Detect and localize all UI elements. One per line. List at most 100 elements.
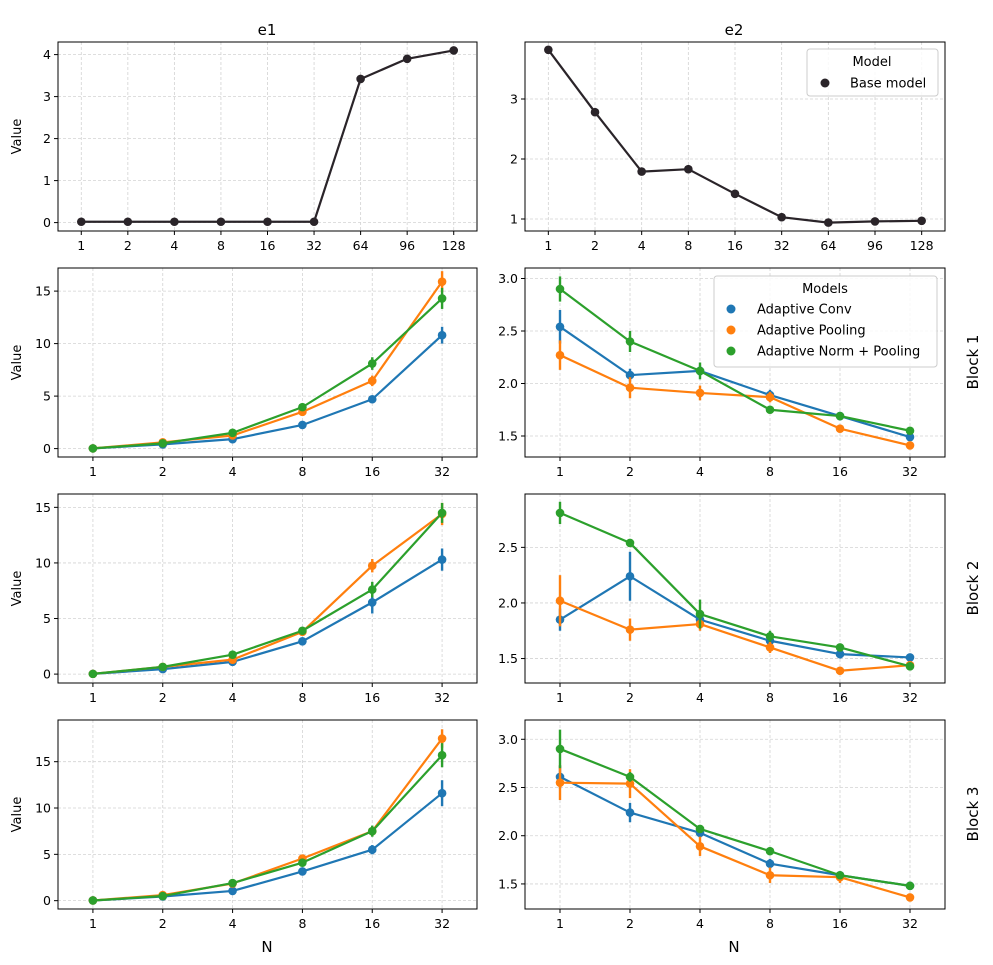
- block1-e2-point-adaptive-pooling-16: [835, 424, 845, 433]
- panel-block2-e2: 1 2 4 8 16 32 1.5 2.0 2.5: [498, 493, 946, 705]
- top-e1-ytick-label-3: 3: [43, 89, 51, 104]
- block3-e2-point-adaptive-norm-pooling-32: [905, 881, 915, 891]
- block1-e1-point-adaptive-norm-pooling-32: [437, 294, 447, 303]
- block3-e1-xtick-label-16: 16: [364, 916, 380, 931]
- top-e1-point-base-model-1: [76, 217, 86, 227]
- block1-e2-point-adaptive-pooling-32: [905, 441, 915, 450]
- block3-e2-ytick-label-1: 2.0: [498, 828, 518, 843]
- block1-e2-line-adaptive-norm-pooling: [559, 288, 911, 432]
- block1-e2-point-adaptive-pooling-1: [555, 350, 565, 360]
- block1-e1-xtick-label-1: 1: [89, 464, 97, 479]
- legend-models: Models Adaptive Conv Adaptive Pooling Ad…: [713, 275, 938, 368]
- block2-e2-axes-frame: [524, 493, 946, 684]
- block2-e2-xtick-label-2: 2: [626, 690, 634, 705]
- block1-e2-point-adaptive-pooling-2: [625, 383, 635, 393]
- block1-e1-point-adaptive-norm-pooling-8: [298, 402, 307, 412]
- panel-top-e2: 1 2 4 8 16 32 64 96 128 1 2 3: [510, 41, 946, 253]
- block3-e1-point-adaptive-norm-pooling-2: [158, 891, 168, 901]
- block1-e1-xtick-label-4: 4: [229, 464, 237, 479]
- col-title-e2: e2: [725, 21, 744, 39]
- block2-e1-point-adaptive-norm-pooling-1: [88, 669, 98, 679]
- block2-e1-point-adaptive-pooling-16: [367, 561, 377, 571]
- block2-e1-point-adaptive-conv-16: [367, 598, 377, 607]
- col-title-e1: e1: [258, 21, 277, 39]
- legend-label-adaptive-norm-pooling: Adaptive Norm + Pooling: [757, 345, 920, 360]
- block2-e2-point-adaptive-norm-pooling-4: [695, 609, 705, 619]
- block3-e1-point-adaptive-norm-pooling-8: [298, 858, 307, 867]
- row-label-block-2: Block 2: [964, 561, 982, 616]
- block3-e1-point-adaptive-norm-pooling-4: [228, 878, 237, 888]
- block3-e2-ytick-label-0: 1.5: [498, 876, 518, 891]
- block3-e2-line-adaptive-norm-pooling: [559, 747, 911, 887]
- block3-e1-xtick-label-1: 1: [89, 916, 97, 931]
- block3-e1-xtick-label-8: 8: [298, 916, 306, 931]
- block2-e2-ytick-label-0: 1.5: [498, 651, 518, 666]
- top-e2-xtick-label-8: 8: [684, 238, 692, 253]
- top-e2-point-base-model-16: [730, 189, 740, 199]
- top-e1-point-base-model-2: [123, 217, 133, 227]
- top-e2-point-base-model-4: [637, 167, 646, 176]
- block2-e1-point-adaptive-norm-pooling-2: [158, 662, 168, 672]
- row-label-block-1: Block 1: [964, 335, 982, 390]
- block3-e1-point-adaptive-conv-32: [437, 788, 447, 798]
- block1-e2-point-adaptive-norm-pooling-32: [905, 426, 915, 436]
- block3-e2-xtick-label-16: 16: [832, 916, 848, 931]
- block1-e2-point-adaptive-norm-pooling-8: [765, 405, 775, 415]
- top-e1-point-base-model-16: [263, 217, 272, 227]
- block2-e1-xtick-label-8: 8: [298, 690, 306, 705]
- block2-e1-xtick-label-16: 16: [364, 690, 380, 705]
- block3-e2-point-adaptive-pooling-32: [905, 893, 915, 902]
- block3-e2-line-adaptive-pooling: [559, 781, 911, 899]
- top-e2-xtick-label-1: 1: [544, 238, 552, 253]
- legend-model-title: Model: [852, 55, 891, 70]
- block3-e2-point-adaptive-conv-2: [625, 808, 635, 817]
- block2-e1-line-adaptive-conv: [92, 558, 443, 675]
- block1-e1-point-adaptive-norm-pooling-1: [88, 444, 98, 453]
- top-e2-point-base-model-1: [544, 45, 553, 55]
- block1-e2-point-adaptive-pooling-4: [695, 388, 705, 398]
- block1-e1-ytick-label-3: 15: [35, 284, 51, 299]
- block3-e2-point-adaptive-conv-8: [765, 859, 775, 868]
- block2-e2-point-adaptive-norm-pooling-16: [835, 643, 845, 652]
- x-axis-label-right: N: [728, 938, 739, 956]
- block2-e2-xtick-label-1: 1: [556, 690, 564, 705]
- block3-e1-point-adaptive-conv-8: [298, 867, 307, 876]
- row-label-block-3: Block 3: [964, 787, 982, 842]
- legend-models-title: Models: [802, 282, 848, 297]
- top-e1-xtick-label-64: 64: [353, 238, 369, 253]
- block2-e1-axes-frame: [57, 493, 478, 684]
- top-e2-xtick-label-2: 2: [591, 238, 599, 253]
- block3-e2-ytick-label-2: 2.5: [498, 780, 518, 795]
- block2-e2-line-adaptive-norm-pooling: [559, 511, 911, 668]
- block1-e1-point-adaptive-norm-pooling-16: [367, 359, 377, 368]
- legend-label-adaptive-pooling: Adaptive Pooling: [757, 324, 866, 339]
- block2-e2-point-adaptive-pooling-16: [835, 666, 845, 676]
- block2-e2-point-adaptive-conv-2: [625, 571, 635, 581]
- block1-e1-point-adaptive-conv-16: [367, 394, 377, 404]
- block2-e2-point-adaptive-norm-pooling-8: [765, 632, 775, 641]
- block3-e1-line-adaptive-norm-pooling: [92, 754, 443, 902]
- block1-e2-point-adaptive-conv-32: [905, 432, 915, 442]
- block3-e2-xtick-label-32: 32: [902, 916, 918, 931]
- top-e2-xtick-label-16: 16: [727, 238, 743, 253]
- panel-block3-e1: 1 2 4 8 16 32 0 5 10 15 Value: [10, 719, 478, 931]
- block2-e1-point-adaptive-conv-8: [298, 637, 307, 646]
- block1-e1-ytick-label-2: 10: [35, 336, 51, 351]
- block3-e2-point-adaptive-norm-pooling-4: [695, 824, 705, 834]
- block1-e2-point-adaptive-norm-pooling-4: [695, 366, 705, 376]
- top-e2-xtick-label-96: 96: [867, 238, 883, 253]
- block1-e1-point-adaptive-conv-8: [298, 420, 307, 430]
- block2-e2-point-adaptive-pooling-1: [555, 596, 565, 606]
- block2-e2-point-adaptive-conv-16: [835, 649, 845, 659]
- block1-e1-axes-frame: [57, 267, 478, 458]
- top-e1-point-base-model-128: [449, 46, 459, 55]
- block2-e2-line-adaptive-pooling: [559, 599, 911, 672]
- legend-model: Model Base model: [806, 48, 939, 97]
- block1-e1-ytick-label-0: 0: [43, 441, 51, 456]
- block1-e2-xtick-label-1: 1: [556, 464, 564, 479]
- block3-e2-point-adaptive-norm-pooling-8: [765, 846, 775, 856]
- block3-e1-point-adaptive-pooling-32: [437, 734, 447, 743]
- top-e1-xtick-label-2: 2: [124, 238, 132, 253]
- block2-e1-ytick-label-3: 15: [35, 500, 51, 515]
- block3-e2-axes-frame: [524, 719, 946, 910]
